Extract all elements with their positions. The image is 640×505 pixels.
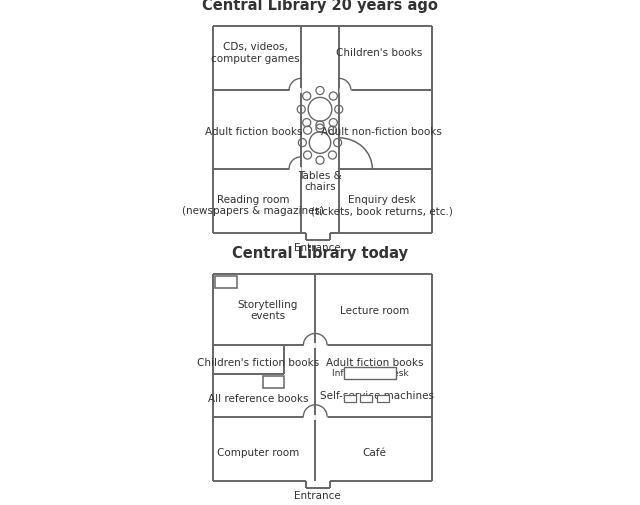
Text: Storytelling
events: Storytelling events xyxy=(237,299,298,321)
Bar xyxy=(377,395,389,402)
Text: Computer room: Computer room xyxy=(217,447,300,458)
Bar xyxy=(360,395,372,402)
Text: Adult fiction books: Adult fiction books xyxy=(326,358,424,367)
Text: Enquiry desk
(tickets, book returns, etc.): Enquiry desk (tickets, book returns, etc… xyxy=(311,194,452,216)
Text: Café: Café xyxy=(363,447,387,458)
Text: Reading room
(newspapers & magazines): Reading room (newspapers & magazines) xyxy=(182,194,324,216)
Text: Sofa: Sofa xyxy=(216,278,236,287)
Text: Children's fiction books: Children's fiction books xyxy=(197,358,319,367)
Title: Central Library today: Central Library today xyxy=(232,245,408,260)
Bar xyxy=(344,395,356,402)
Text: Entrance: Entrance xyxy=(294,490,341,500)
Text: Entrance: Entrance xyxy=(294,243,341,252)
Text: Sofa: Sofa xyxy=(264,378,284,387)
Text: Adult fiction books: Adult fiction books xyxy=(205,126,302,136)
Text: All reference books: All reference books xyxy=(208,393,308,403)
Text: Self-service machines: Self-service machines xyxy=(320,390,434,400)
FancyBboxPatch shape xyxy=(215,277,237,289)
Text: Lecture room: Lecture room xyxy=(340,305,410,315)
Text: Tables &
chairs: Tables & chairs xyxy=(298,171,342,192)
Text: Information desk: Information desk xyxy=(332,369,408,377)
Text: CDs, videos,
computer games: CDs, videos, computer games xyxy=(211,42,300,64)
Text: Children's books: Children's books xyxy=(336,48,422,58)
FancyBboxPatch shape xyxy=(263,377,284,388)
Title: Central Library 20 years ago: Central Library 20 years ago xyxy=(202,0,438,13)
Bar xyxy=(344,367,396,379)
Text: Adult non-fiction books: Adult non-fiction books xyxy=(321,126,442,136)
